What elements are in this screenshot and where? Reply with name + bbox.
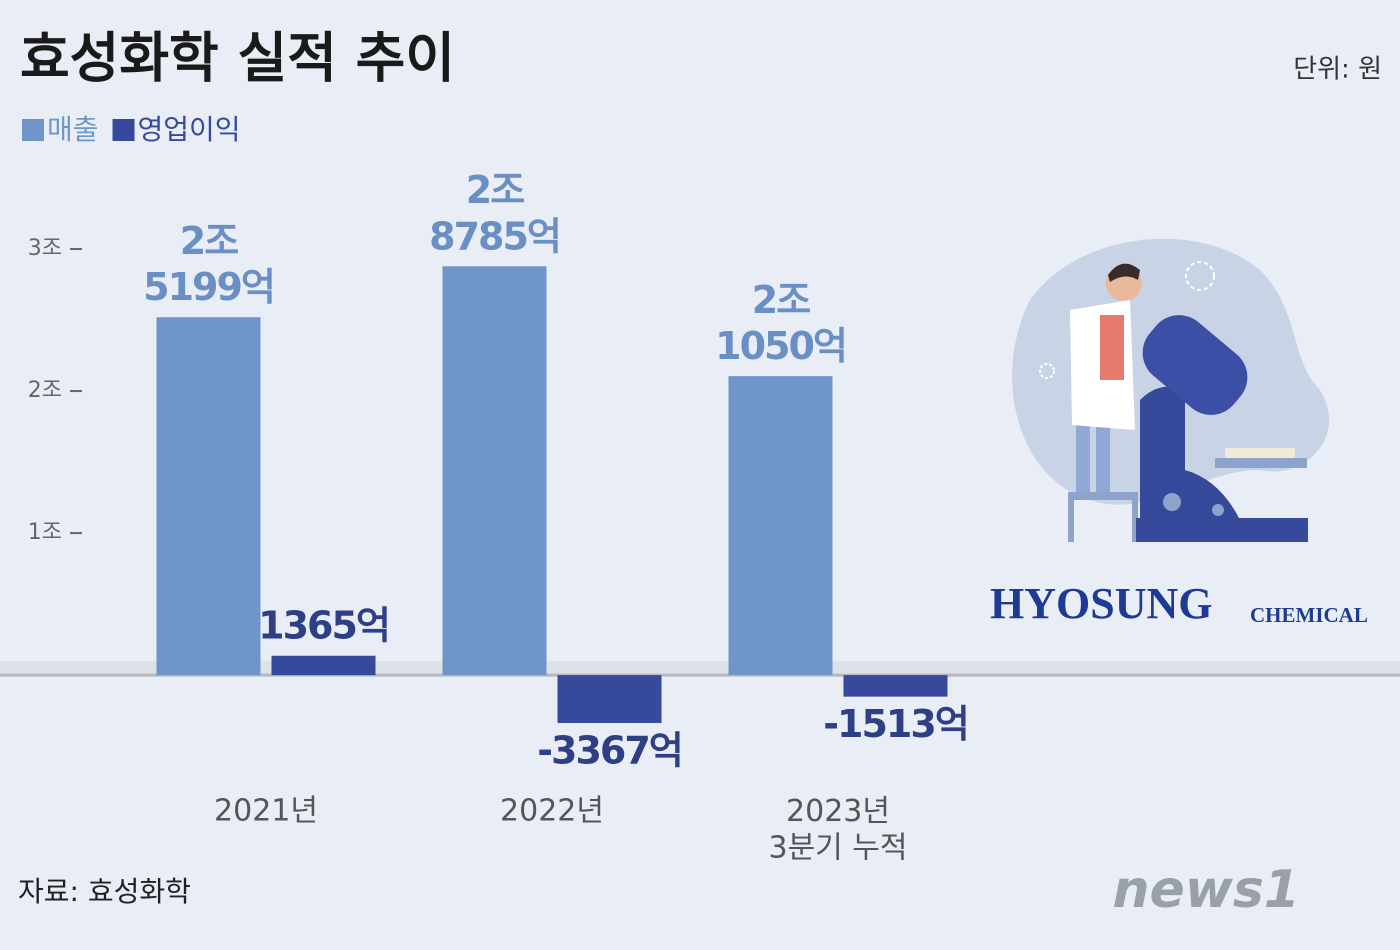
source: 자료: 효성화학 (18, 875, 191, 908)
bar (442, 266, 547, 676)
data-label: 1365억 (258, 603, 389, 647)
chart-title: 효성화학 실적 추이 (20, 27, 455, 90)
logo: HYOSUNG (990, 579, 1212, 628)
bar (557, 675, 662, 723)
brand: news1 (1113, 860, 1300, 920)
data-label: 2조 1050억 (715, 277, 846, 367)
y-tick-label: 1조 (28, 520, 62, 545)
x-tick-label: 2023년 3분기 누적 (768, 794, 907, 866)
bar (843, 675, 948, 697)
legend-label: 매출 (47, 113, 99, 146)
data-label: 2조 5199억 (143, 218, 274, 308)
data-label: 2조 8785억 (429, 167, 560, 257)
legend-label: 영업이익 (138, 113, 241, 146)
y-tick-label: 2조 (28, 378, 62, 403)
y-tick-label: 3조 (28, 236, 62, 261)
legend-swatch (112, 119, 135, 141)
legend-swatch (22, 119, 44, 141)
logo-sub: CHEMICAL (1250, 603, 1368, 627)
x-tick-label: 2022년 (500, 794, 604, 829)
data-label: -3367억 (537, 728, 682, 772)
bar (156, 317, 261, 676)
illustration (1012, 238, 1330, 542)
bar (728, 376, 833, 676)
x-tick-label: 2021년 (214, 794, 318, 829)
unit-note: 단위: 원 (1293, 55, 1382, 85)
bar (271, 655, 376, 676)
data-label: -1513억 (823, 702, 968, 746)
